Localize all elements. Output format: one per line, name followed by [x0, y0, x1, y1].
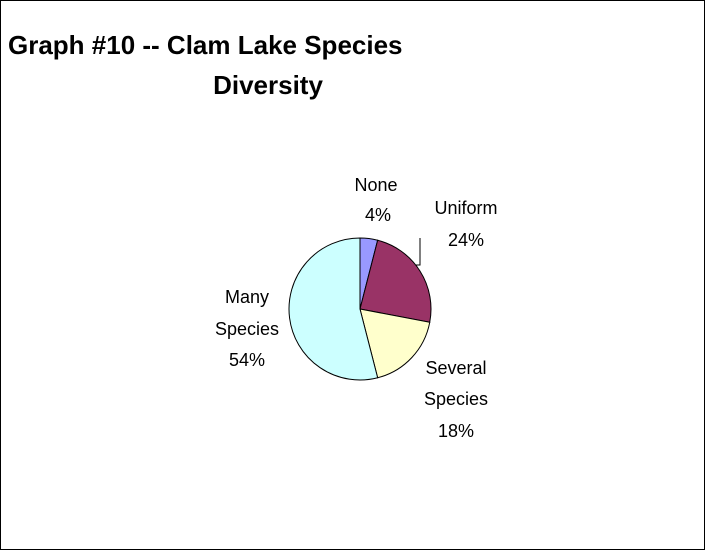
label-none: None: [354, 175, 397, 195]
pie-slice-several-species: [359, 308, 431, 379]
label-several-species-line1: Several: [425, 358, 486, 378]
chart-title-line1: Graph #10 -- Clam Lake Species: [8, 30, 403, 60]
pie-slice-many-species: [288, 237, 379, 381]
label-several-species-line2: Species: [424, 389, 488, 409]
label-many-species-line2: Species: [215, 319, 279, 339]
label-uniform: Uniform: [434, 198, 497, 218]
label-many-species-line1: Many: [225, 287, 269, 307]
chart-title: Graph #10 -- Clam Lake Species Diversity: [8, 25, 528, 105]
label-uniform-value: 24%: [448, 230, 484, 250]
label-several-species-value: 18%: [438, 421, 474, 441]
leader-line-uniform: [416, 238, 421, 266]
pie-slice-uniform: [359, 239, 432, 323]
chart-title-line2: Diversity: [213, 70, 323, 100]
label-none-value: 4%: [365, 205, 391, 225]
label-many-species-value: 54%: [229, 350, 265, 370]
